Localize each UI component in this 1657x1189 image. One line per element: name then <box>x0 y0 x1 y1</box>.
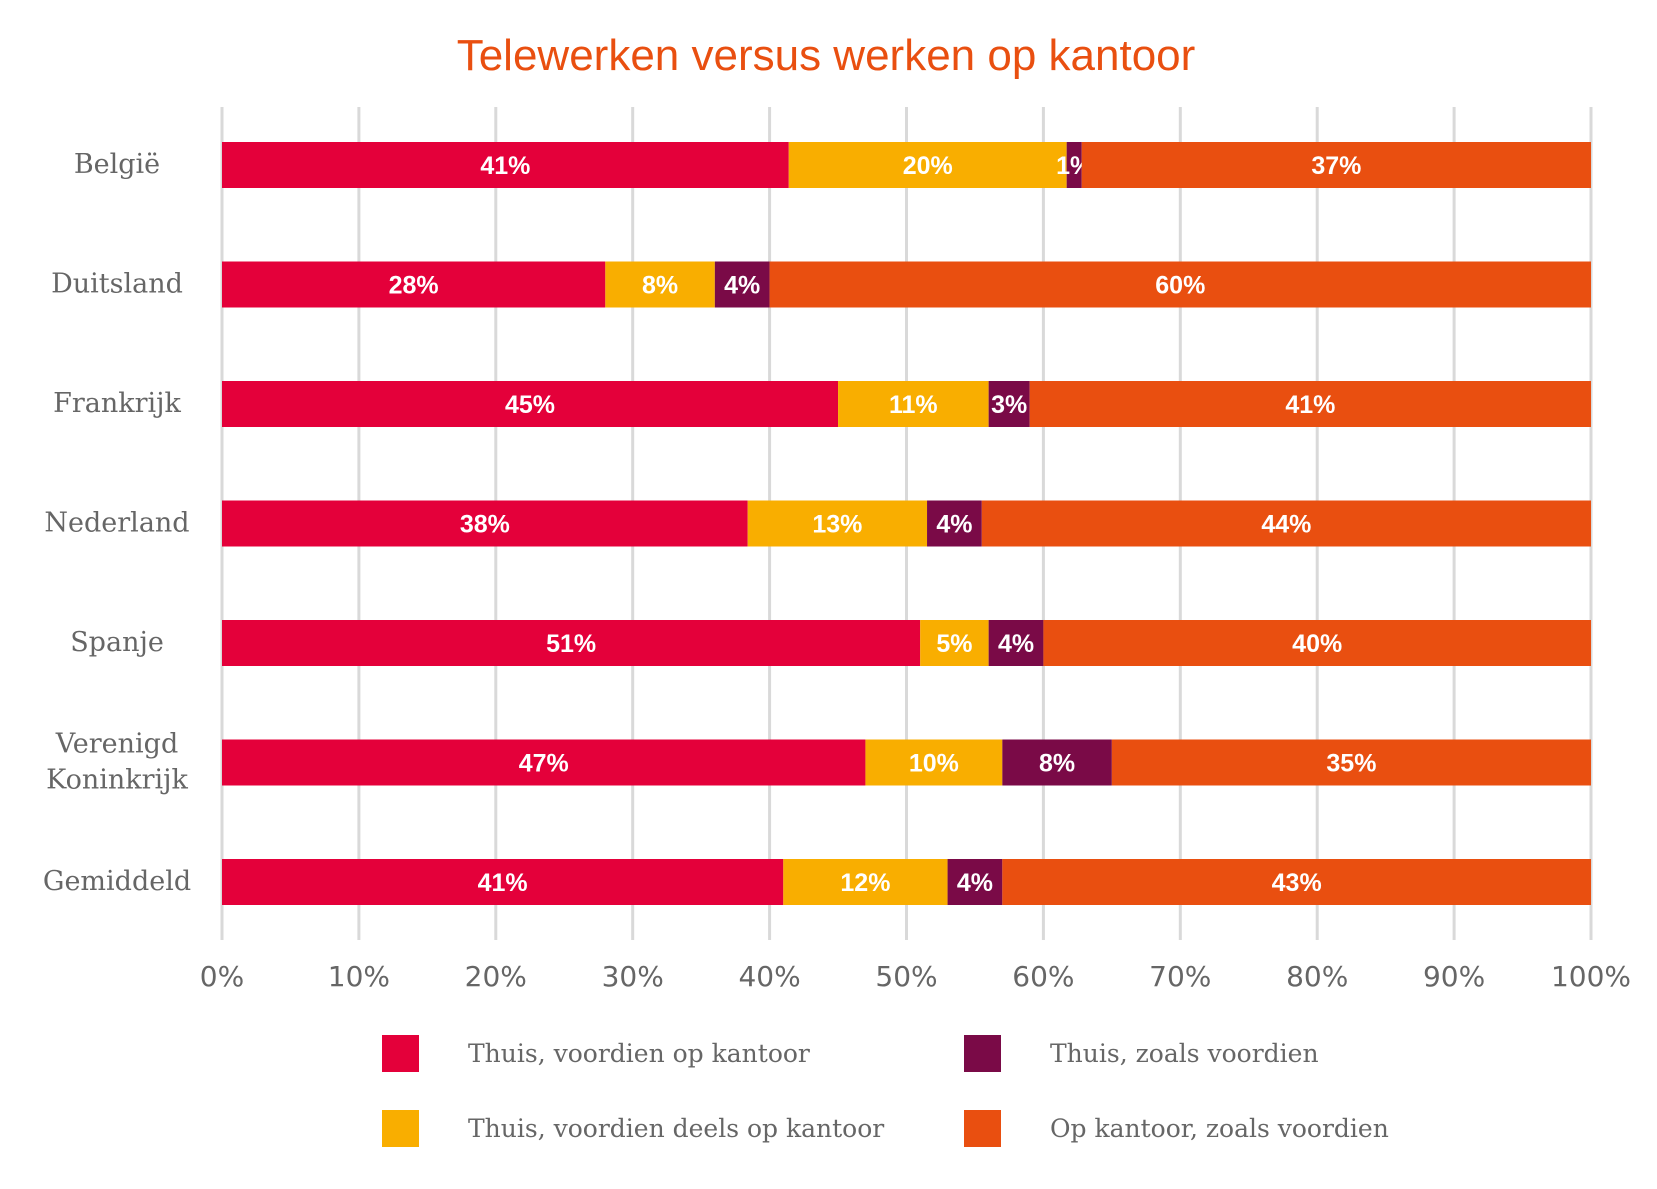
bar-segment <box>222 142 789 188</box>
bar-segment <box>222 500 748 547</box>
x-tick-label: 30% <box>602 960 664 993</box>
legend-label: Thuis, voordien op kantoor <box>468 1039 810 1068</box>
x-tick-label: 10% <box>328 960 390 993</box>
data-label: 8% <box>642 272 678 300</box>
legend-swatch <box>382 1110 419 1147</box>
bar-segment <box>981 500 1591 547</box>
bar-segment <box>222 620 921 666</box>
x-tick-label: 60% <box>1012 960 1074 993</box>
category-label: Nederland <box>44 508 189 539</box>
category-label: Verenigd <box>55 729 178 760</box>
x-tick-label: 50% <box>875 960 937 993</box>
data-label: 41% <box>480 152 530 180</box>
data-label: 12% <box>840 869 890 897</box>
data-label: 37% <box>1311 152 1361 180</box>
category-label: België <box>74 149 160 180</box>
category-label: Frankrijk <box>53 388 181 419</box>
data-label: 47% <box>519 750 569 778</box>
bar-segment <box>920 620 989 666</box>
data-label: 40% <box>1292 630 1342 658</box>
data-label: 20% <box>903 152 953 180</box>
bar-segment <box>838 381 989 427</box>
data-label: 4% <box>957 869 993 897</box>
x-tick-label: 40% <box>738 960 800 993</box>
bar-segment <box>1029 381 1591 427</box>
bar-segment <box>927 500 982 547</box>
legend-swatch <box>382 1035 419 1072</box>
category-label: Duitsland <box>51 269 183 300</box>
category-labels: België Duitsland Frankrijk Nederland Spanje V… <box>43 149 191 897</box>
bar-segment <box>222 739 866 786</box>
data-label: 8% <box>1039 750 1075 778</box>
x-tick-label: 90% <box>1423 960 1485 993</box>
x-tick-label: 100% <box>1551 960 1631 993</box>
data-label: 60% <box>1155 272 1205 300</box>
bar-segment <box>714 261 770 308</box>
bars: 41% 20% 1% 37%28% 8% 4% 60%45% 11% 3% 41%38% 13% 4%… <box>222 142 1591 905</box>
x-tick-label: 0% <box>200 960 244 993</box>
bar-segment <box>788 142 1067 188</box>
category-label: Koninkrijk <box>46 765 188 796</box>
bar-segment <box>605 261 715 308</box>
bar-segment <box>769 261 1591 308</box>
bar-segment <box>1081 142 1591 188</box>
bar-segment <box>222 859 784 905</box>
chart-title: Telewerken versus werken op kantoor <box>457 31 1196 80</box>
data-label: 41% <box>478 869 528 897</box>
data-label: 28% <box>389 272 439 300</box>
bar-segment <box>222 381 839 427</box>
legend-swatch <box>964 1110 1001 1147</box>
bar-segment <box>1066 142 1082 188</box>
data-label: 41% <box>1285 391 1335 419</box>
x-tick-label: 80% <box>1286 960 1348 993</box>
data-label: 3% <box>991 391 1027 419</box>
bar-segment <box>988 620 1044 666</box>
legend-label: Thuis, voordien deels op kantoor <box>468 1114 884 1143</box>
data-label: 35% <box>1326 750 1376 778</box>
data-label: 10% <box>909 750 959 778</box>
x-tick-labels: 0% 10% 20% 30% 40% 50% 60% 70% 80% 90% 100% <box>200 960 1631 993</box>
bar-segment <box>222 261 606 308</box>
legend: Thuis, voordien op kantoor Thuis, voordie… <box>382 1035 1389 1147</box>
data-label: 4% <box>936 511 972 539</box>
bar-segment <box>988 381 1030 427</box>
bar-segment <box>1002 859 1591 905</box>
bar-segment <box>1111 739 1591 786</box>
legend-label: Op kantoor, zoals voordien <box>1050 1114 1389 1143</box>
data-label: 45% <box>505 391 555 419</box>
bar-segment <box>865 739 1003 786</box>
data-label: 44% <box>1261 511 1311 539</box>
data-label: 13% <box>812 511 862 539</box>
category-label: Gemiddeld <box>43 866 191 897</box>
data-label: 11% <box>889 391 938 419</box>
bar-segment <box>1002 739 1112 786</box>
x-tick-label: 70% <box>1149 960 1211 993</box>
bar-segment <box>783 859 948 905</box>
legend-label: Thuis, zoals voordien <box>1050 1039 1319 1068</box>
data-label: 51% <box>546 630 596 658</box>
data-label: 38% <box>460 511 510 539</box>
bar-segment <box>1043 620 1591 666</box>
legend-swatch <box>964 1035 1001 1072</box>
data-label: 4% <box>724 272 760 300</box>
data-label: 4% <box>998 630 1034 658</box>
data-label: 43% <box>1272 869 1322 897</box>
x-tick-label: 20% <box>465 960 527 993</box>
data-label: 5% <box>936 630 972 658</box>
bar-segment <box>747 500 928 547</box>
category-label: Spanje <box>70 627 164 658</box>
bar-segment <box>947 859 1003 905</box>
